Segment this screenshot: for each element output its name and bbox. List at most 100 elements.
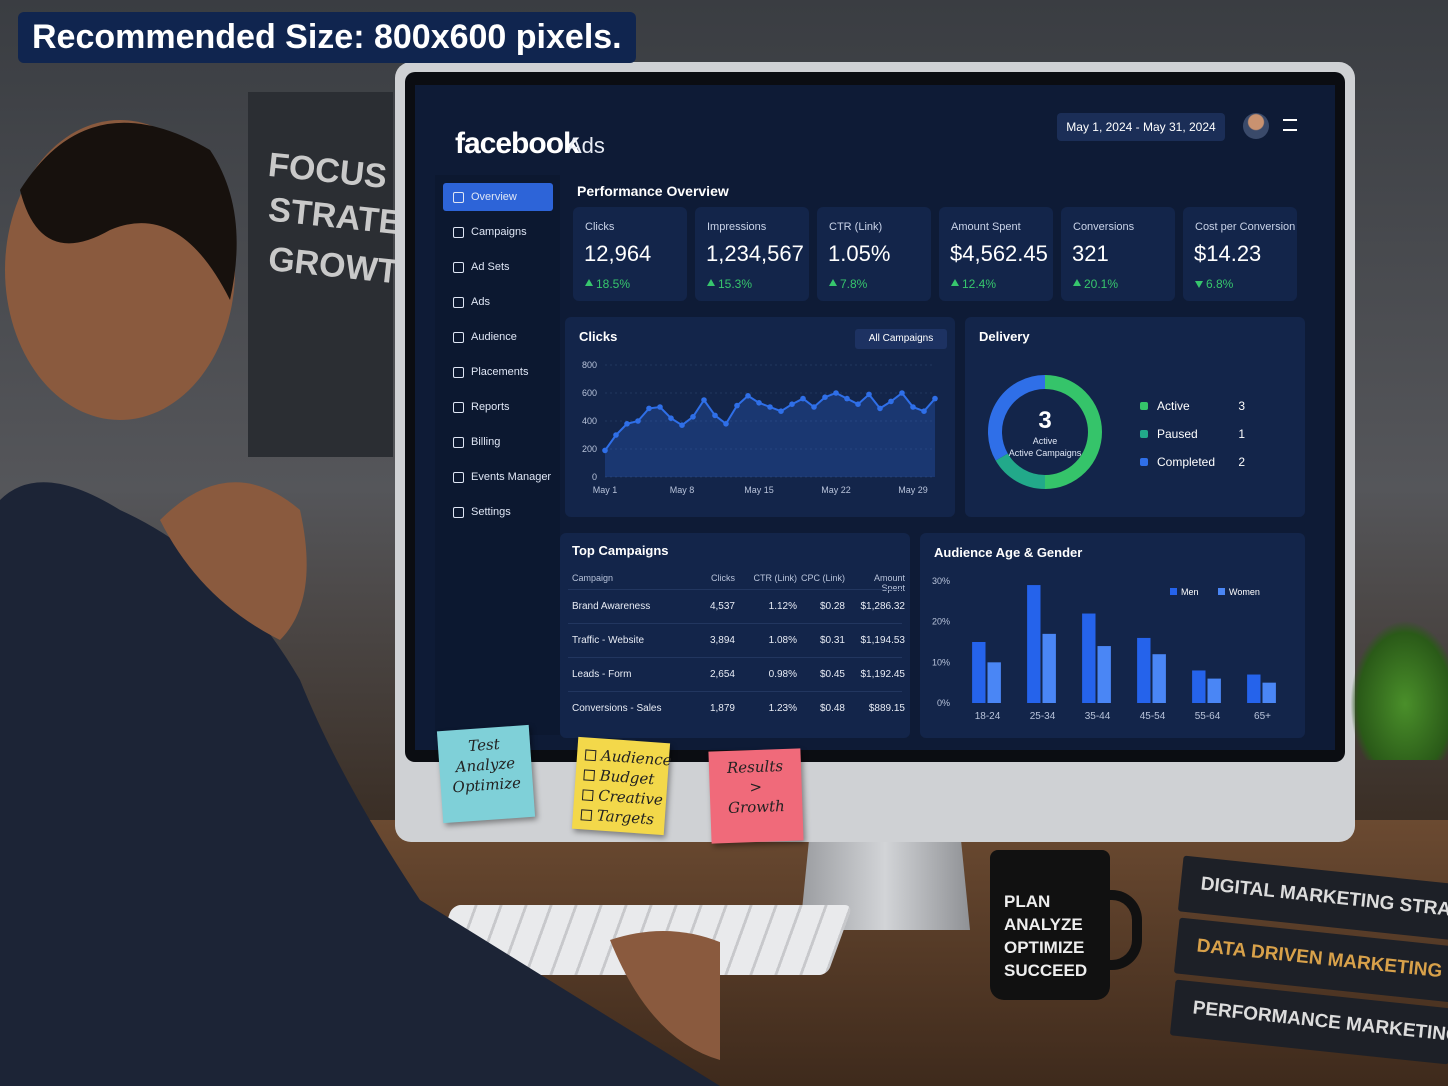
person-silhouette (0, 120, 720, 1086)
kpi-card: Clicks 12,964 18.5% (573, 207, 687, 301)
x-tick-label: 65+ (1254, 711, 1271, 722)
bar (1207, 678, 1221, 703)
table-cell: $0.28 (819, 601, 845, 612)
point (767, 404, 773, 410)
checkbox (584, 749, 597, 762)
legend-label: Men (1181, 587, 1199, 597)
nav-icon (453, 472, 464, 483)
bar (972, 642, 986, 703)
kpi-card: CTR (Link) 1.05% 7.8% (817, 207, 931, 301)
kpi-change: 18.5% (596, 277, 631, 291)
avatar[interactable] (1243, 113, 1269, 139)
nav-item[interactable]: Events Manager (443, 463, 553, 491)
sticky-text: Creative (597, 786, 664, 809)
legend-label: Active (1157, 399, 1190, 413)
kpi-change: 20.1% (1084, 277, 1119, 291)
point (800, 395, 806, 402)
table-cell: 1.12% (768, 601, 797, 612)
kpi-value: 1.05% (828, 241, 891, 266)
table-cell: 2,654 (709, 669, 735, 680)
table-cell: $0.48 (819, 703, 845, 714)
kpi-change: 6.8% (1206, 277, 1234, 291)
section-title: Performance Overview (577, 183, 729, 199)
mug-text: OPTIMIZE (1004, 938, 1085, 957)
point (866, 391, 872, 398)
table-header: CTR (Link) (753, 573, 797, 583)
area (605, 393, 935, 477)
table-cell: $0.31 (819, 635, 845, 646)
kpi-label: Cost per Conversion (1195, 221, 1296, 233)
bar (987, 662, 1001, 703)
point (932, 395, 938, 402)
sticky-text: Optimize (451, 773, 522, 797)
table-row-divider (568, 623, 902, 624)
y-tick-label: 200 (582, 444, 597, 454)
point (888, 398, 894, 405)
table-cell: $1,192.45 (860, 669, 906, 680)
nav-item[interactable]: Reports (443, 393, 553, 421)
kpi-label: Impressions (707, 221, 767, 233)
chart: Delivery Active 3 Paused 1 Completed 2 3 Active A… (979, 329, 1245, 489)
chart-title: Clicks (579, 329, 617, 344)
point (789, 401, 795, 407)
point (712, 412, 718, 419)
date-range[interactable]: May 1, 2024 - May 31, 2024 (1057, 113, 1225, 141)
table-cell: $1,286.32 (860, 601, 906, 612)
point (756, 400, 762, 406)
nav-icon (453, 297, 464, 308)
kpi-card: Amount Spent $4,562.45 12.4% (939, 207, 1053, 301)
nav-item[interactable]: Campaigns (443, 218, 553, 246)
bar (1042, 633, 1056, 703)
sticky-text: > (749, 777, 763, 797)
table-card: Top Campaigns Campaign Clicks CTR (Link) CPC… (560, 533, 910, 738)
table-cell: Brand Awareness (572, 601, 651, 612)
chart-card: Audience Age & Gender 0% 10% 20% 30% 18-24 25-… (920, 533, 1305, 738)
bar (1027, 585, 1041, 703)
point (921, 408, 927, 414)
nav-item[interactable]: Audience (443, 323, 553, 351)
sidebar: Overview Campaigns Ad Sets Ads Audience Place… (435, 175, 560, 735)
table-cell: 1.23% (768, 703, 797, 714)
x-tick-label: May 15 (744, 485, 774, 495)
nav-item[interactable]: Placements (443, 358, 553, 386)
book-title: PERFORMANCE MARKETING (1191, 997, 1448, 1047)
chart: Audience Age & Gender 0% 10% 20% 30% 18-24 25-… (932, 545, 1276, 722)
table-cell: $0.45 (819, 669, 845, 680)
y-tick-label: 600 (582, 388, 597, 398)
banner-text: Recommended Size: 800x600 pixels. (32, 18, 622, 56)
sticky-text: Budget (599, 766, 655, 789)
point (778, 408, 784, 414)
donut-slice (1044, 375, 1102, 489)
kpi-change: 7.8% (840, 277, 868, 291)
sticky-note: Audience Budget Creative Targets (571, 736, 673, 836)
filter-dropdown[interactable]: All Campaigns (855, 329, 947, 349)
kpi-card: Cost per Conversion $14.23 6.8% (1183, 207, 1297, 301)
point (734, 402, 740, 409)
x-tick-label: 55-64 (1195, 711, 1221, 722)
nav-item[interactable]: Ads (443, 288, 553, 316)
nav-item[interactable]: Ad Sets (443, 253, 553, 281)
kpi-trend-arrow (1073, 279, 1081, 286)
kpi-trend-arrow (585, 279, 593, 286)
bar (1137, 637, 1151, 703)
x-tick-label: May 29 (898, 485, 928, 495)
point (822, 394, 828, 400)
x-tick-label: May 22 (821, 485, 851, 495)
point (613, 432, 619, 438)
point (833, 390, 839, 396)
table-cell: Traffic - Website (572, 635, 645, 646)
y-tick-label: 10% (932, 657, 950, 667)
sticky-text: Audience (600, 746, 673, 770)
nav-item[interactable]: Billing (443, 428, 553, 456)
mug-handle (1102, 890, 1142, 970)
nav-item[interactable]: Settings (443, 498, 553, 526)
menu-icon[interactable] (1283, 119, 1297, 131)
kpi-trend-arrow (951, 279, 959, 286)
nav-item[interactable]: Overview (443, 183, 553, 211)
bar (1262, 682, 1276, 703)
checkbox (580, 809, 593, 822)
nav-icon (453, 402, 464, 413)
book-title: DATA DRIVEN MARKETING (1195, 935, 1444, 983)
chart: Clicks All Campaigns 0 200 400 600 800 May 1 May… (579, 329, 947, 495)
